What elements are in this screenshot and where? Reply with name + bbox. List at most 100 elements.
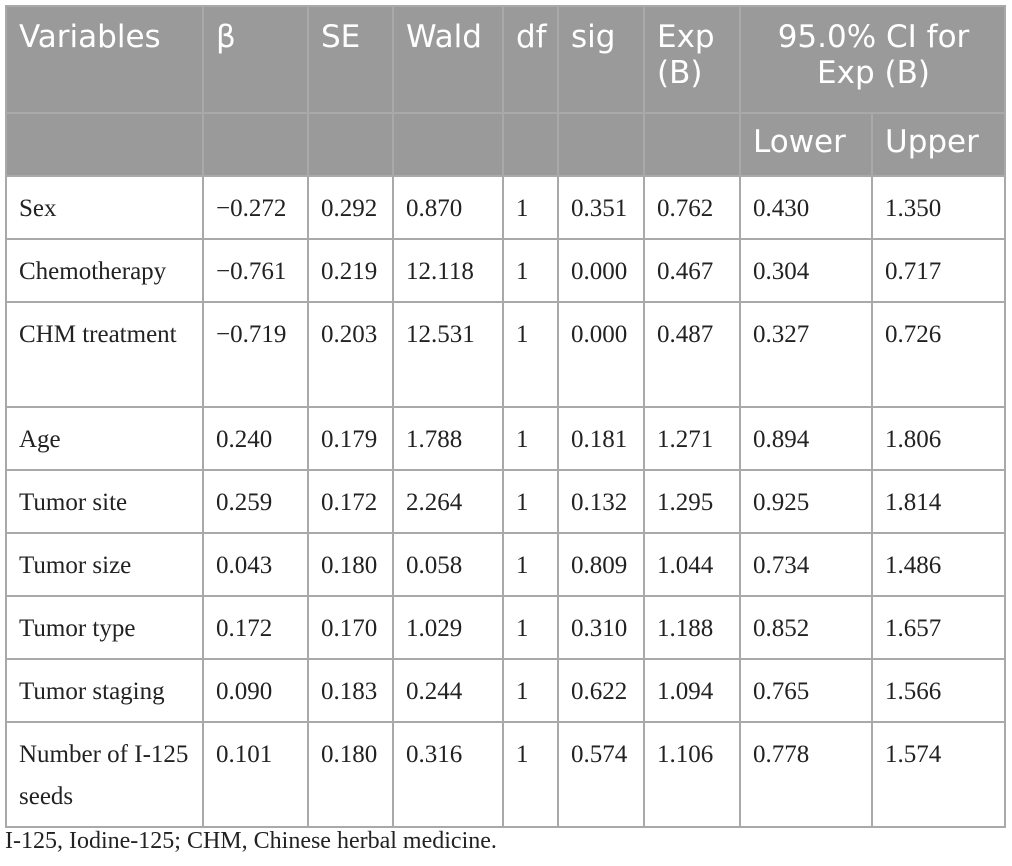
table-row: Age 0.240 0.179 1.788 1 0.181 1.271 0.89… xyxy=(5,406,1006,471)
row-label: Tumor size xyxy=(5,532,204,597)
cell-lower: 0.852 xyxy=(739,595,873,660)
cell-beta: 0.172 xyxy=(202,595,309,660)
cell-upper: 1.350 xyxy=(871,175,1006,240)
header-se: SE xyxy=(307,5,394,114)
cell-exp-b: 1.094 xyxy=(643,658,741,723)
cell-beta: 0.090 xyxy=(202,658,309,723)
cell-upper: 0.726 xyxy=(871,301,1006,408)
cell-upper: 1.806 xyxy=(871,406,1006,471)
table-row: Chemotherapy −0.761 0.219 12.118 1 0.000… xyxy=(5,238,1006,303)
cell-df: 1 xyxy=(502,469,559,534)
cell-sig: 0.809 xyxy=(557,532,645,597)
cell-se: 0.180 xyxy=(307,532,394,597)
regression-table: Variables β SE Wald df sig Exp (B) 95.0%… xyxy=(5,5,1006,828)
row-label: Tumor staging xyxy=(5,658,204,723)
table-row: CHM treatment −0.719 0.203 12.531 1 0.00… xyxy=(5,301,1006,408)
cell-se: 0.180 xyxy=(307,721,394,828)
cell-exp-b: 1.106 xyxy=(643,721,741,828)
subheader-empty xyxy=(557,112,645,177)
cell-df: 1 xyxy=(502,175,559,240)
cell-sig: 0.000 xyxy=(557,301,645,408)
cell-lower: 0.734 xyxy=(739,532,873,597)
cell-se: 0.183 xyxy=(307,658,394,723)
row-label: Sex xyxy=(5,175,204,240)
header-ci: 95.0% CI for Exp (B) xyxy=(739,5,1006,114)
row-label: Tumor site xyxy=(5,469,204,534)
subheader-empty xyxy=(502,112,559,177)
table-footnote: I-125, Iodine-125; CHM, Chinese herbal m… xyxy=(5,828,497,854)
cell-wald: 0.870 xyxy=(392,175,504,240)
cell-df: 1 xyxy=(502,595,559,660)
cell-df: 1 xyxy=(502,406,559,471)
subheader-empty xyxy=(202,112,309,177)
cell-wald: 2.264 xyxy=(392,469,504,534)
subheader-upper: Upper xyxy=(871,112,1006,177)
cell-wald: 12.118 xyxy=(392,238,504,303)
cell-se: 0.172 xyxy=(307,469,394,534)
cell-sig: 0.000 xyxy=(557,238,645,303)
subheader-empty xyxy=(307,112,394,177)
cell-exp-b: 1.271 xyxy=(643,406,741,471)
table-row: Sex −0.272 0.292 0.870 1 0.351 0.762 0.4… xyxy=(5,175,1006,240)
header-variables: Variables xyxy=(5,5,204,114)
header-beta: β xyxy=(202,5,309,114)
table-row: Tumor site 0.259 0.172 2.264 1 0.132 1.2… xyxy=(5,469,1006,534)
cell-wald: 1.788 xyxy=(392,406,504,471)
cell-wald: 0.316 xyxy=(392,721,504,828)
cell-df: 1 xyxy=(502,238,559,303)
subheader-empty xyxy=(392,112,504,177)
cell-wald: 12.531 xyxy=(392,301,504,408)
table-row: Number of I-125 seeds 0.101 0.180 0.316 … xyxy=(5,721,1006,828)
cell-upper: 1.566 xyxy=(871,658,1006,723)
cell-se: 0.203 xyxy=(307,301,394,408)
cell-se: 0.179 xyxy=(307,406,394,471)
cell-beta: −0.719 xyxy=(202,301,309,408)
header-sig: sig xyxy=(557,5,645,114)
cell-lower: 0.894 xyxy=(739,406,873,471)
cell-sig: 0.351 xyxy=(557,175,645,240)
row-label: Age xyxy=(5,406,204,471)
subheader-empty xyxy=(5,112,204,177)
subheader-empty xyxy=(643,112,741,177)
cell-sig: 0.622 xyxy=(557,658,645,723)
cell-lower: 0.778 xyxy=(739,721,873,828)
subheader-lower: Lower xyxy=(739,112,873,177)
cell-upper: 1.657 xyxy=(871,595,1006,660)
cell-lower: 0.765 xyxy=(739,658,873,723)
cell-df: 1 xyxy=(502,532,559,597)
cell-wald: 0.058 xyxy=(392,532,504,597)
cell-beta: 0.259 xyxy=(202,469,309,534)
cell-df: 1 xyxy=(502,721,559,828)
table-row: Tumor type 0.172 0.170 1.029 1 0.310 1.1… xyxy=(5,595,1006,660)
cell-se: 0.170 xyxy=(307,595,394,660)
table-row: Tumor staging 0.090 0.183 0.244 1 0.622 … xyxy=(5,658,1006,723)
cell-upper: 1.574 xyxy=(871,721,1006,828)
cell-lower: 0.925 xyxy=(739,469,873,534)
cell-upper: 1.486 xyxy=(871,532,1006,597)
row-label: Tumor type xyxy=(5,595,204,660)
cell-se: 0.292 xyxy=(307,175,394,240)
cell-exp-b: 1.044 xyxy=(643,532,741,597)
cell-sig: 0.310 xyxy=(557,595,645,660)
table-row: Tumor size 0.043 0.180 0.058 1 0.809 1.0… xyxy=(5,532,1006,597)
cell-lower: 0.304 xyxy=(739,238,873,303)
cell-upper: 1.814 xyxy=(871,469,1006,534)
cell-exp-b: 1.295 xyxy=(643,469,741,534)
cell-lower: 0.430 xyxy=(739,175,873,240)
cell-df: 1 xyxy=(502,301,559,408)
cell-beta: 0.101 xyxy=(202,721,309,828)
cell-df: 1 xyxy=(502,658,559,723)
cell-beta: 0.043 xyxy=(202,532,309,597)
cell-lower: 0.327 xyxy=(739,301,873,408)
row-label: CHM treatment xyxy=(5,301,204,408)
cell-exp-b: 1.188 xyxy=(643,595,741,660)
cell-wald: 0.244 xyxy=(392,658,504,723)
cell-exp-b: 0.487 xyxy=(643,301,741,408)
cell-beta: 0.240 xyxy=(202,406,309,471)
cell-sig: 0.132 xyxy=(557,469,645,534)
cell-upper: 0.717 xyxy=(871,238,1006,303)
cell-beta: −0.761 xyxy=(202,238,309,303)
cell-se: 0.219 xyxy=(307,238,394,303)
cell-beta: −0.272 xyxy=(202,175,309,240)
cell-exp-b: 0.762 xyxy=(643,175,741,240)
